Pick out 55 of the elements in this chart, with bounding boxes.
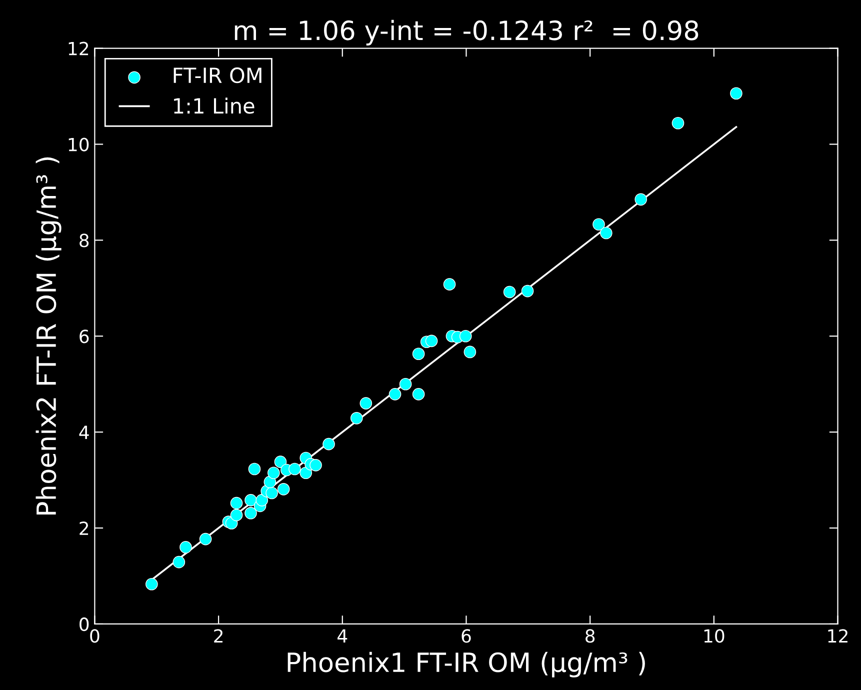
point — [350, 412, 363, 424]
point — [592, 218, 605, 231]
x-tick-label: 0 — [90, 629, 100, 643]
point — [399, 378, 412, 390]
point — [464, 346, 476, 358]
x-tick-label: 2 — [214, 629, 222, 643]
point — [274, 456, 287, 468]
point — [256, 494, 268, 506]
y-tick-label: 4 — [79, 426, 89, 439]
y-tick-label: 0 — [80, 617, 89, 632]
x-tick-label: 10 — [704, 629, 724, 643]
y-tick-label: 10 — [68, 138, 89, 152]
y-tick-label: 2 — [80, 521, 88, 535]
point — [244, 506, 257, 520]
point — [264, 476, 276, 488]
point — [322, 438, 335, 450]
point — [230, 496, 243, 510]
point — [180, 541, 192, 554]
x-tick-label: 8 — [586, 629, 595, 643]
point — [503, 286, 516, 298]
point — [388, 388, 402, 400]
point — [360, 397, 372, 410]
point — [268, 466, 280, 480]
chart-title: m = 1.06 y-int = -0.1243 r² = 0.98 — [234, 20, 698, 46]
point — [277, 483, 290, 496]
point — [172, 556, 186, 568]
x-tick-label: 4 — [338, 629, 348, 643]
point — [521, 284, 534, 298]
point — [146, 578, 158, 590]
point — [672, 116, 684, 130]
point — [310, 459, 322, 472]
y-tick-label: 6 — [80, 330, 89, 344]
x-axis-title: Phoenix1 FT-IR OM (μg/m³ ) — [288, 652, 645, 678]
point — [244, 494, 257, 506]
point — [730, 87, 742, 100]
legend-label: FT-IR OM — [174, 67, 262, 84]
point — [266, 486, 278, 500]
y-axis-title: Phoenix2 FT-IR OM (μg/m³ ) — [36, 157, 62, 515]
legend-label: 1:1 Line — [174, 98, 254, 114]
point — [600, 226, 612, 240]
x-tick-label: 6 — [462, 629, 471, 643]
point — [459, 330, 472, 342]
point — [634, 193, 648, 206]
point — [300, 466, 312, 480]
point — [248, 462, 261, 476]
y-tick-label: 12 — [68, 42, 88, 56]
point — [412, 348, 425, 360]
x-tick-label: 12 — [828, 629, 848, 643]
point — [425, 334, 438, 348]
point — [443, 278, 456, 290]
point — [230, 508, 243, 522]
y-tick-label: 8 — [80, 234, 89, 248]
point — [412, 388, 425, 400]
point — [199, 532, 212, 546]
point — [288, 462, 301, 476]
